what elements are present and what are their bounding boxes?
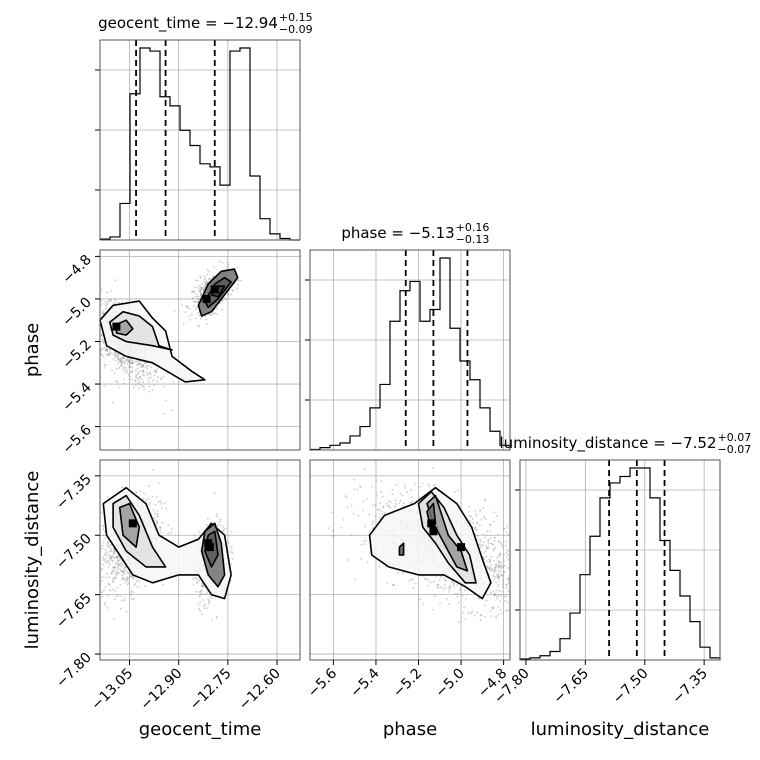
title-lower-error-geocent_time: −0.09 bbox=[279, 23, 313, 36]
x-tick-label-geocent_time: −12.60 bbox=[236, 666, 284, 714]
panel-title-luminosity_distance: luminosity_distance = −7.52 bbox=[499, 434, 716, 453]
panel-title-phase: phase = −5.13 bbox=[341, 224, 454, 242]
x-axis-label-geocent_time: geocent_time bbox=[139, 719, 262, 740]
x-tick-label-luminosity_distance: −7.65 bbox=[551, 666, 593, 708]
density-peak-marker bbox=[202, 294, 211, 303]
x-tick-label-luminosity_distance: −7.35 bbox=[669, 666, 711, 708]
y-tick-label-luminosity_distance: −7.80 bbox=[53, 650, 95, 692]
y-tick-label-phase: −5.2 bbox=[59, 337, 94, 372]
y-tick-label-phase: −4.8 bbox=[59, 252, 94, 287]
y-tick-label-luminosity_distance: −7.50 bbox=[53, 531, 95, 573]
panel-frame-phase-luminosity_distance bbox=[309, 459, 511, 661]
x-tick-label-phase: −5.4 bbox=[347, 665, 382, 700]
density-peak-marker bbox=[210, 285, 219, 294]
hist-grid-geocent_time bbox=[95, 40, 300, 240]
hist-grid-phase bbox=[305, 250, 510, 450]
title-lower-error-phase: −0.13 bbox=[456, 233, 490, 246]
histogram-geocent_time bbox=[99, 47, 300, 241]
contour-level bbox=[398, 542, 405, 556]
panel-frame-geocent_time-phase bbox=[99, 249, 301, 451]
title-upper-error-luminosity_distance: +0.07 bbox=[718, 431, 752, 444]
x-tick-label-phase: −5.6 bbox=[305, 665, 340, 700]
y-axis-label-phase: phase bbox=[22, 323, 43, 377]
x-tick-label-phase: −5.0 bbox=[433, 666, 468, 701]
y-tick-label-phase: −5.4 bbox=[59, 379, 94, 414]
density-peak-marker bbox=[128, 519, 137, 528]
histogram-luminosity_distance bbox=[519, 467, 721, 660]
title-upper-error-phase: +0.16 bbox=[456, 221, 490, 234]
y-axis-label-luminosity_distance: luminosity_distance bbox=[22, 471, 43, 650]
density-peak-marker bbox=[427, 519, 436, 528]
title-upper-error-geocent_time: +0.15 bbox=[279, 11, 313, 24]
contour-level bbox=[426, 494, 469, 572]
y-tick-label-phase: −5.0 bbox=[59, 294, 94, 329]
hist-frame-geocent_time bbox=[99, 39, 301, 241]
x-tick-label-geocent_time: −12.75 bbox=[187, 666, 235, 714]
contour-level bbox=[115, 319, 134, 336]
x-tick-label-luminosity_distance: −7.50 bbox=[610, 666, 652, 708]
x-axis-label-luminosity_distance: luminosity_distance bbox=[531, 719, 710, 740]
hist-grid-luminosity_distance bbox=[515, 460, 720, 660]
y-tick-label-luminosity_distance: −7.65 bbox=[53, 590, 95, 632]
hist-frame-phase bbox=[309, 249, 511, 451]
density-peak-marker bbox=[204, 539, 213, 548]
density-peak-marker bbox=[429, 527, 438, 536]
title-lower-error-luminosity_distance: −0.07 bbox=[718, 443, 752, 456]
hist-frame-luminosity_distance bbox=[519, 459, 721, 661]
scatter-points-geocent_time-phase bbox=[99, 260, 242, 415]
x-tick-label-geocent_time: −12.90 bbox=[138, 666, 186, 714]
panel-title-geocent_time: geocent_time = −12.94 bbox=[98, 14, 278, 33]
histogram-phase bbox=[309, 257, 511, 451]
x-tick-label-phase: −5.2 bbox=[390, 666, 425, 701]
x-axis-label-phase: phase bbox=[383, 719, 437, 740]
x-tick-label-geocent_time: −13.05 bbox=[88, 666, 136, 714]
y-tick-label-phase: −5.6 bbox=[59, 422, 94, 457]
density-peak-marker bbox=[457, 543, 466, 552]
scatter-points-geocent_time-luminosity_distance bbox=[100, 469, 234, 622]
panel-frame-geocent_time-luminosity_distance bbox=[99, 459, 301, 661]
density-peak-marker bbox=[112, 322, 121, 331]
scatter-points-phase-luminosity_distance bbox=[328, 467, 510, 624]
y-tick-label-luminosity_distance: −7.35 bbox=[53, 471, 95, 513]
